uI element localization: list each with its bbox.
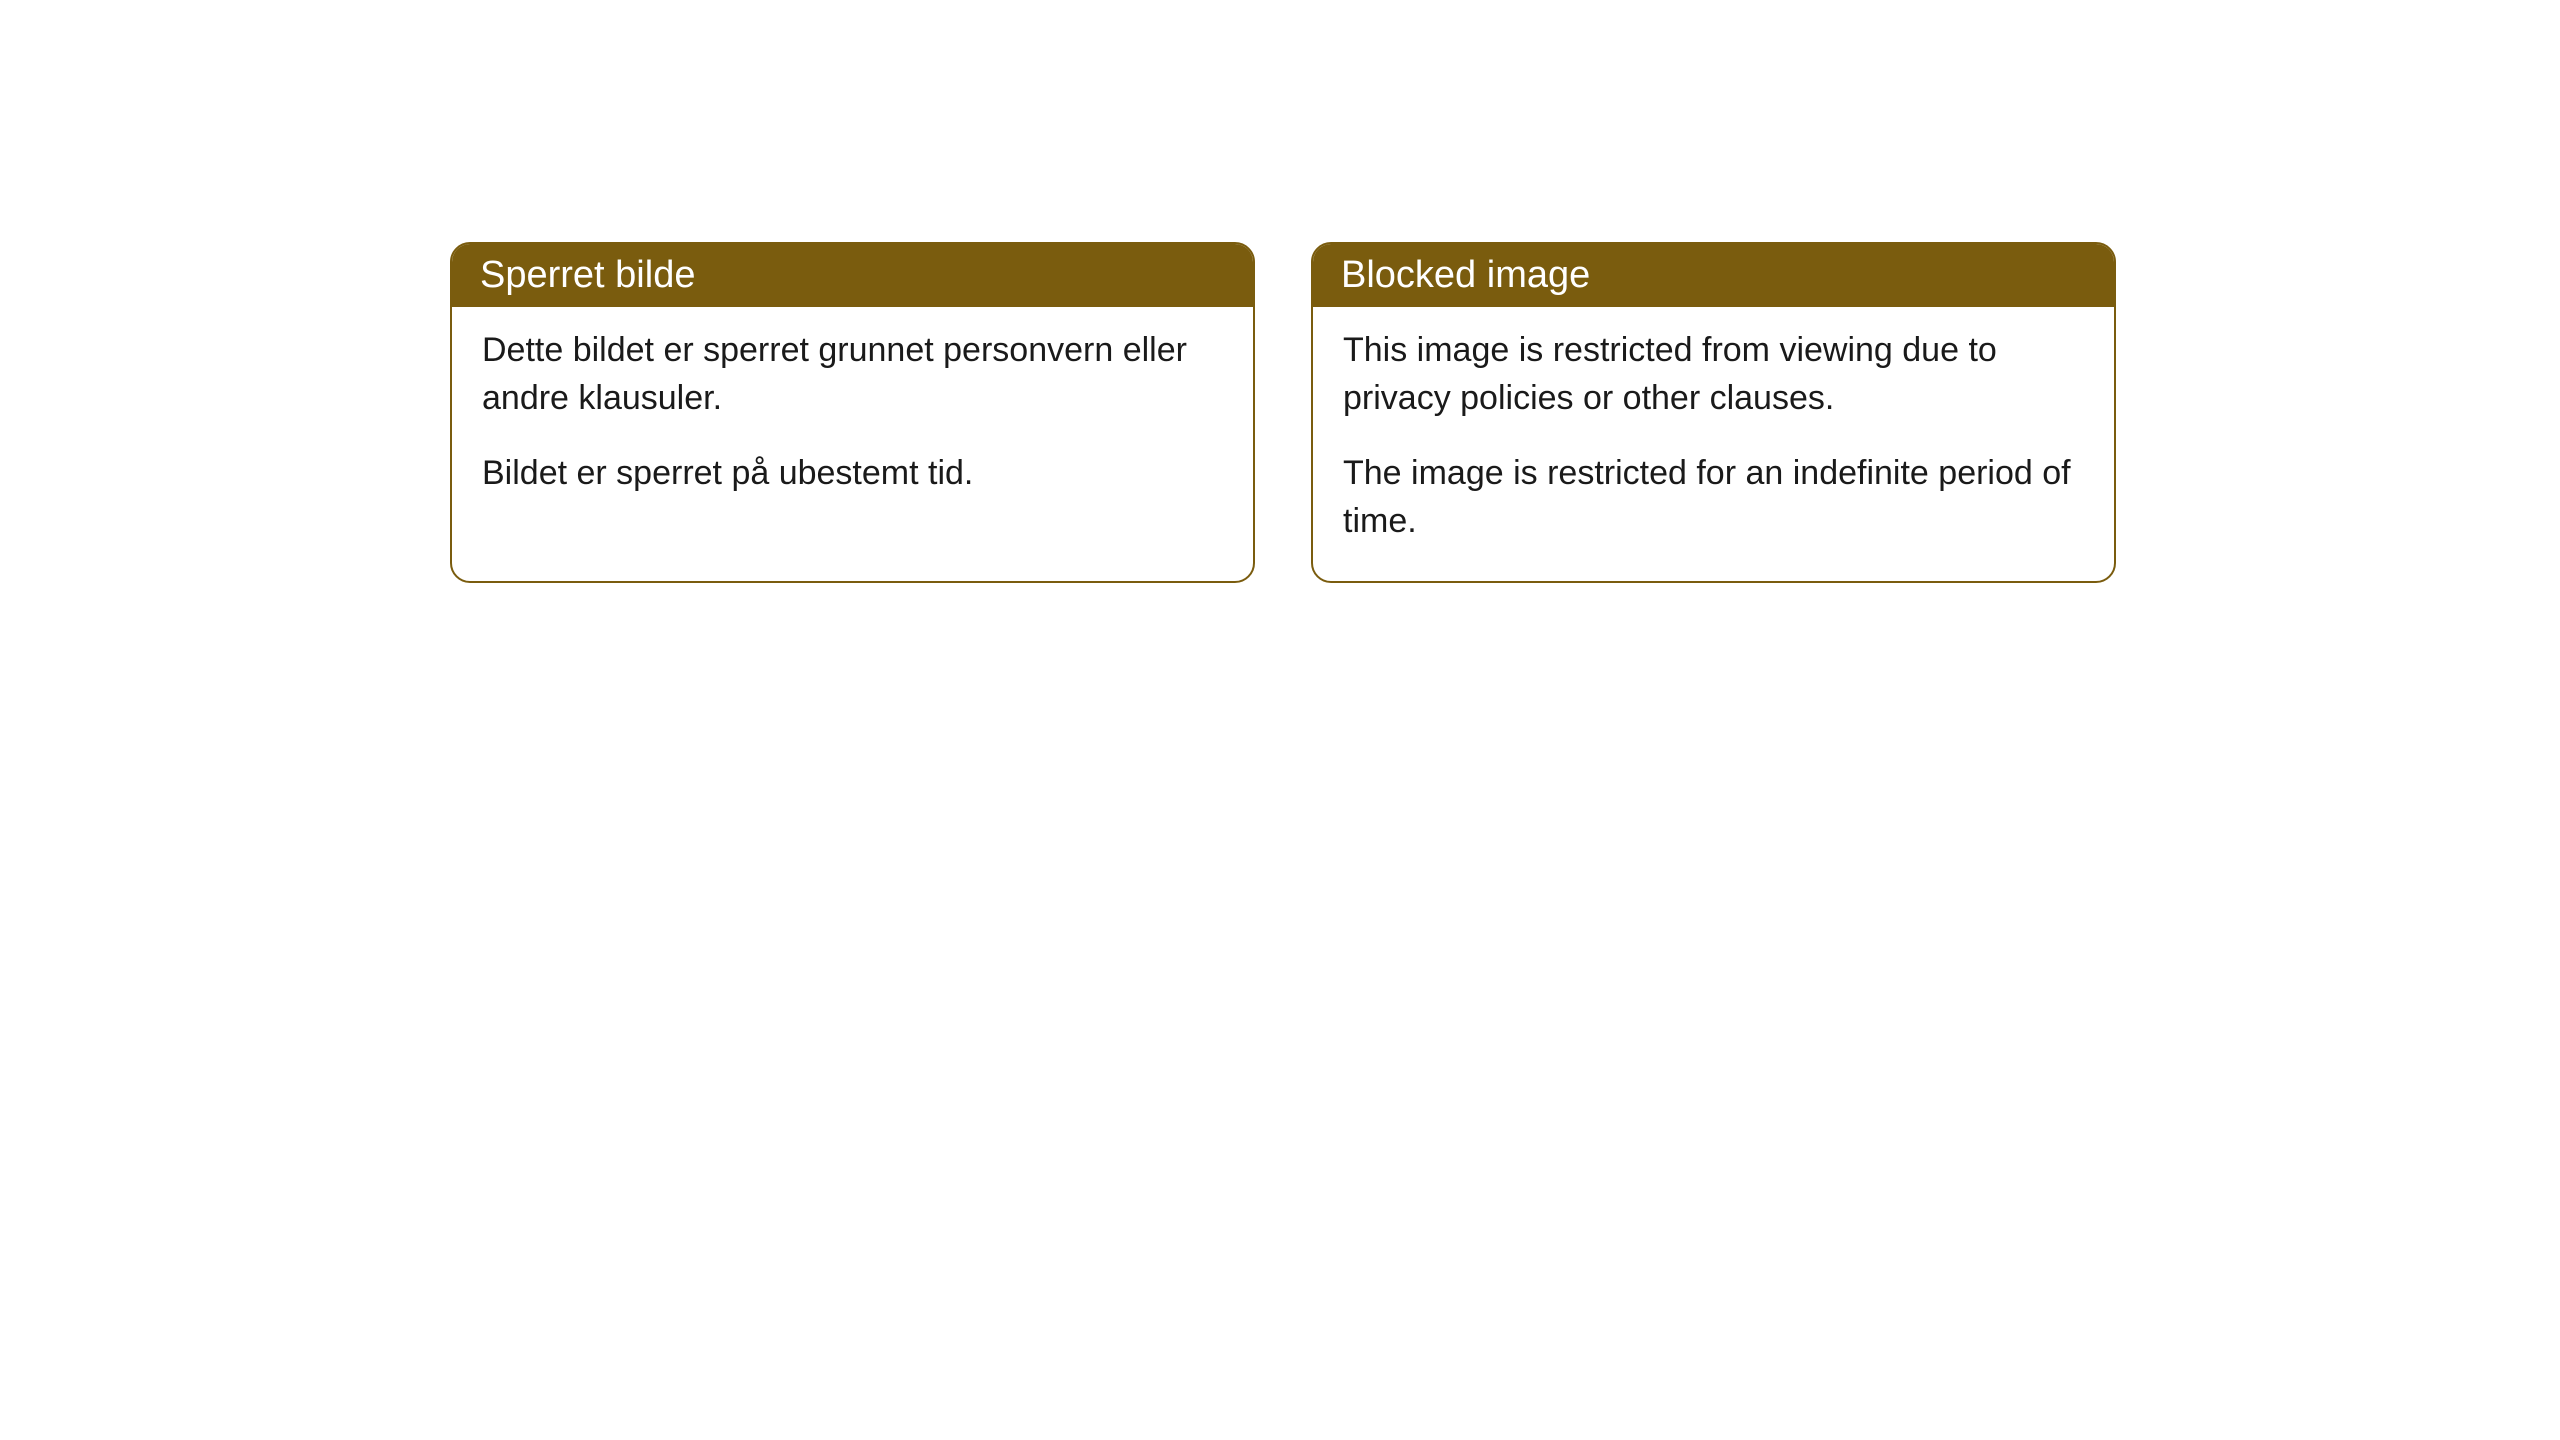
card-header: Sperret bilde — [452, 244, 1253, 307]
notice-card-english: Blocked image This image is restricted f… — [1311, 242, 2116, 583]
card-title: Sperret bilde — [480, 254, 695, 296]
card-body: This image is restricted from viewing du… — [1313, 307, 2114, 581]
card-body: Dette bildet er sperret grunnet personve… — [452, 307, 1253, 534]
card-paragraph: The image is restricted for an indefinit… — [1343, 450, 2084, 545]
card-header: Blocked image — [1313, 244, 2114, 307]
notice-cards-container: Sperret bilde Dette bildet er sperret gr… — [450, 242, 2116, 583]
card-paragraph: Dette bildet er sperret grunnet personve… — [482, 327, 1223, 422]
card-paragraph: This image is restricted from viewing du… — [1343, 327, 2084, 422]
card-title: Blocked image — [1341, 254, 1590, 296]
card-paragraph: Bildet er sperret på ubestemt tid. — [482, 450, 1223, 498]
notice-card-norwegian: Sperret bilde Dette bildet er sperret gr… — [450, 242, 1255, 583]
